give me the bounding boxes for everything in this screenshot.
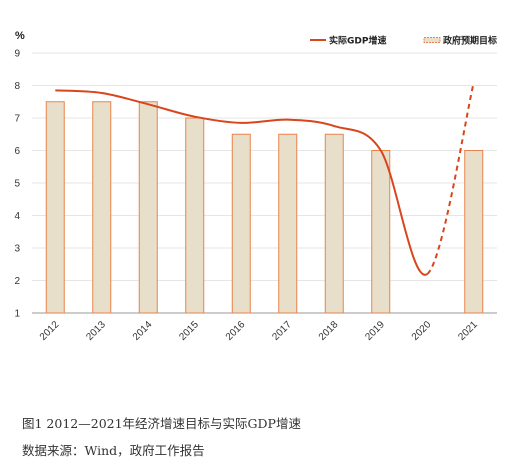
bar-2019 — [371, 150, 391, 314]
x-tick-label: 2018 — [317, 319, 341, 343]
legend: 实际GDP增速 政府预期目标 — [310, 35, 497, 47]
y-tick-label: 1 — [14, 309, 20, 320]
bar-2016 — [231, 133, 251, 314]
y-tick-label: 7 — [14, 114, 20, 125]
bar-2012 — [45, 101, 65, 314]
x-tick-label: 2015 — [177, 319, 201, 343]
figure-caption: 图1 2012—2021年经济增速目标与实际GDP增速 — [22, 416, 301, 431]
bar-2013 — [92, 101, 112, 314]
y-axis-unit: % — [15, 30, 25, 42]
y-tick-label: 8 — [14, 81, 20, 92]
data-source-note: 数据来源：Wind，政府工作报告 — [22, 443, 205, 458]
y-tick-label: 6 — [14, 146, 20, 157]
bar-2015 — [185, 117, 205, 314]
bar-2017 — [278, 133, 298, 314]
y-axis: 1 2 3 4 5 6 7 8 9 — [14, 49, 20, 320]
x-tick-label: 2017 — [270, 319, 294, 343]
x-axis: 2012 2013 2014 2015 2016 2017 2018 2019 2020 2021 — [38, 319, 480, 343]
bar-series — [45, 101, 484, 314]
legend-bar-swatch — [423, 37, 441, 43]
legend-label-actual: 实际GDP增速 — [329, 35, 386, 47]
x-tick-label: 2013 — [84, 319, 108, 343]
bar-2014 — [138, 101, 158, 314]
bar-2021 — [464, 150, 484, 314]
y-tick-label: 9 — [14, 49, 20, 60]
y-tick-label: 3 — [14, 244, 20, 255]
line-series — [55, 82, 475, 276]
x-tick-label: 2014 — [131, 319, 155, 343]
x-tick-label: 2020 — [410, 319, 434, 343]
y-tick-label: 2 — [14, 276, 20, 287]
y-tick-label: 4 — [14, 211, 20, 222]
bar-2018 — [324, 133, 344, 314]
legend-label-target: 政府预期目标 — [443, 35, 497, 47]
line-actual-gdp-solid — [55, 89, 428, 276]
x-tick-label: 2012 — [38, 319, 62, 343]
line-actual-gdp-dashed — [426, 82, 475, 275]
x-tick-label: 2016 — [224, 319, 248, 343]
x-tick-label: 2019 — [363, 319, 387, 343]
y-tick-label: 5 — [14, 179, 20, 190]
x-tick-label: 2021 — [456, 319, 480, 343]
